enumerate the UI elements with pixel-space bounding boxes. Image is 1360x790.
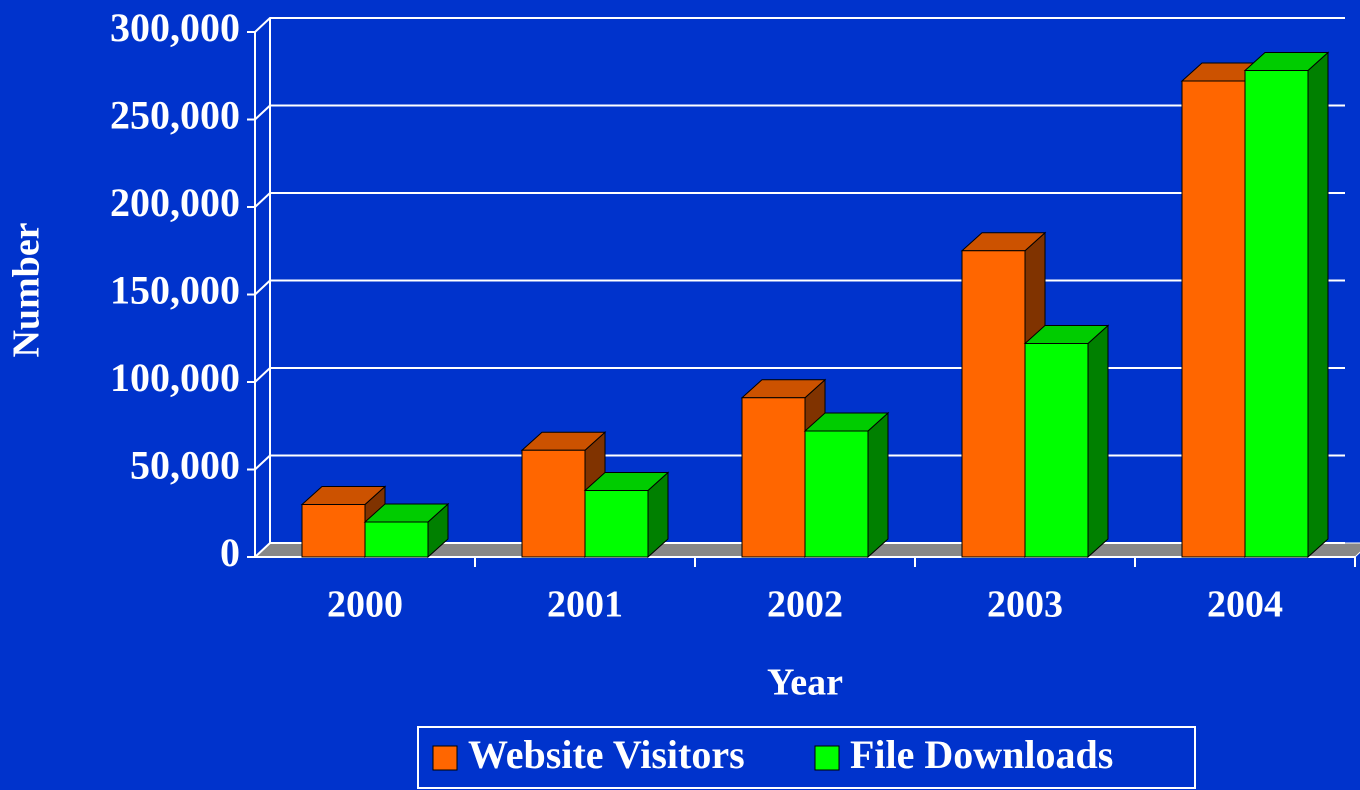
grid-line — [254, 192, 1345, 208]
bar — [1244, 70, 1309, 558]
y-tick-label: 250,000 — [110, 93, 240, 138]
bar — [1181, 80, 1246, 558]
bar — [521, 449, 586, 558]
x-tick-label: 2001 — [547, 584, 623, 626]
bar — [961, 250, 1026, 558]
y-axis-label: Number — [6, 222, 48, 357]
bar — [741, 397, 806, 558]
x-tick-label: 2000 — [327, 584, 403, 626]
legend-swatch — [814, 745, 840, 771]
bar-side — [867, 411, 889, 559]
x-tick-label: 2002 — [767, 584, 843, 626]
legend-box — [417, 726, 1196, 789]
y-tick-label: 100,000 — [110, 355, 240, 400]
bar — [1024, 343, 1089, 558]
bar — [804, 430, 869, 558]
y-tick-label: 200,000 — [110, 180, 240, 225]
bar — [301, 504, 366, 558]
bar — [584, 490, 649, 558]
legend-label: Website Visitors — [468, 732, 745, 777]
y-tick-label: 300,000 — [110, 5, 240, 50]
x-axis-label: Year — [767, 662, 843, 704]
y-tick-label: 150,000 — [110, 268, 240, 313]
y-tick-label: 50,000 — [130, 443, 240, 488]
x-tick-label: 2004 — [1207, 584, 1283, 626]
grid-line — [254, 104, 1345, 121]
legend-label: File Downloads — [850, 732, 1113, 777]
bar — [364, 521, 429, 558]
legend-swatch — [432, 745, 458, 771]
y-tick-label: 0 — [220, 530, 240, 575]
bar-side — [1087, 324, 1109, 559]
bar-side — [1307, 51, 1329, 559]
grid-line — [254, 17, 1345, 33]
x-tick-label: 2003 — [987, 584, 1063, 626]
